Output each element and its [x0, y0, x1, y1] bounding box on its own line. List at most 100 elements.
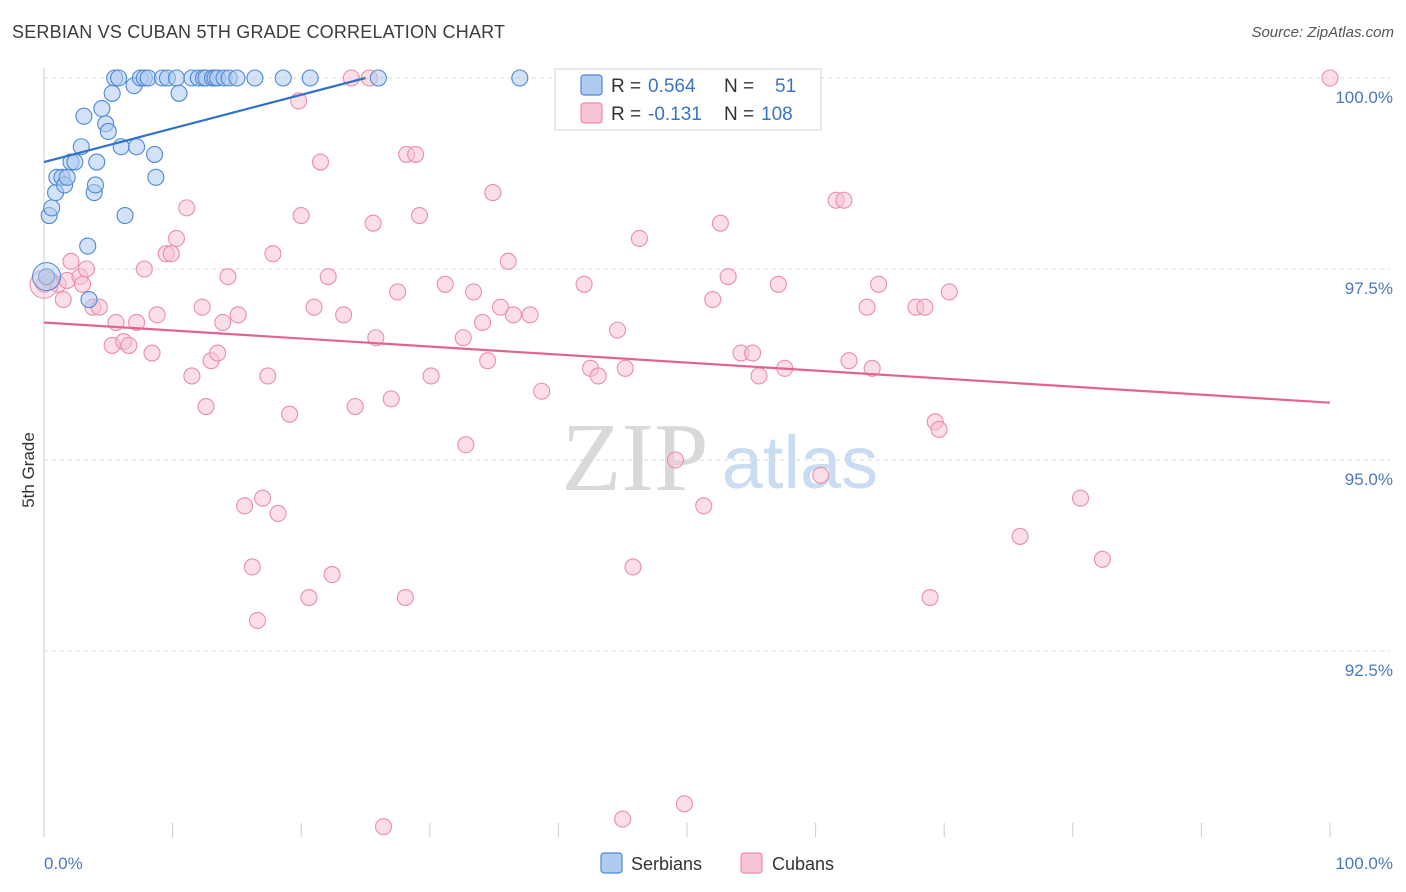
cubans-point — [704, 291, 722, 309]
serbians-n-label: N = — [724, 76, 754, 97]
cubans-point — [120, 336, 138, 354]
serbians-point — [93, 100, 111, 118]
cubans-point — [575, 275, 593, 293]
cubans-point — [264, 245, 282, 263]
cubans-point — [464, 283, 483, 301]
cubans-point — [219, 268, 237, 286]
cubans-point — [389, 283, 407, 301]
cubans-point — [281, 405, 299, 423]
serbians-point — [274, 69, 292, 87]
serbians-point — [369, 69, 387, 87]
serbians-trend-line — [43, 76, 366, 164]
cubans-point — [870, 275, 888, 293]
serbians-n-value: 51 — [775, 76, 796, 97]
cubans-point — [484, 184, 502, 202]
serbians-point — [79, 237, 97, 255]
watermark: ZIP atlas — [562, 404, 879, 512]
cubans-point — [346, 397, 364, 416]
cubans-point — [259, 367, 277, 385]
cubans-point — [479, 352, 497, 370]
serbians-point — [228, 69, 246, 87]
cubans-point — [292, 206, 310, 225]
serbians-point — [116, 206, 134, 225]
cubans-point — [940, 283, 958, 301]
cubans-point — [930, 420, 948, 438]
serbians-point — [128, 138, 146, 156]
watermark-atlas: atlas — [722, 421, 878, 504]
cubans-point — [396, 588, 414, 607]
legend-cubans-label: Cubans — [772, 854, 834, 874]
cubans-swatch — [580, 102, 603, 124]
cubans-point — [183, 367, 201, 385]
cubans-point — [77, 260, 95, 278]
tick-labels: 100.0% 97.5% 95.0% 92.5% 0.0% 100.0% — [44, 88, 1393, 873]
cubans-point — [695, 497, 713, 515]
y-axis-title: 5th Grade — [19, 432, 38, 508]
cubans-point — [214, 313, 232, 332]
serbians-point — [43, 199, 61, 217]
serbians-point — [301, 69, 319, 87]
serbians-point — [58, 168, 76, 186]
cubans-point — [675, 795, 693, 813]
x-tick-label-max: 100.0% — [1335, 854, 1393, 873]
cubans-point — [374, 818, 393, 836]
y-tick-label: 97.5% — [1345, 279, 1393, 298]
axes — [43, 68, 1331, 837]
cubans-point — [178, 199, 196, 217]
chart-title: SERBIAN VS CUBAN 5TH GRADE CORRELATION C… — [12, 22, 506, 42]
cubans-point — [128, 313, 146, 332]
serbians-swatch — [580, 74, 603, 96]
cubans-point — [457, 436, 475, 454]
serbians-point — [99, 122, 117, 141]
serbians-point — [103, 84, 121, 102]
serbians-point — [170, 84, 188, 102]
cubans-point — [719, 268, 737, 286]
cubans-point — [54, 291, 72, 309]
cubans-point — [193, 298, 211, 316]
cubans-point — [1093, 550, 1111, 568]
cubans-point — [916, 298, 934, 316]
y-tick-label: 92.5% — [1345, 661, 1393, 680]
cubans-point — [319, 268, 337, 286]
cubans-point — [367, 329, 385, 347]
cubans-point — [616, 359, 634, 377]
cubans-point — [143, 344, 161, 362]
cubans-point — [269, 504, 287, 523]
cubans-point — [711, 214, 729, 232]
cubans-point — [243, 558, 261, 576]
cubans-r-label: R = — [611, 104, 641, 125]
cubans-point — [624, 558, 642, 576]
serbians-r-value: 0.564 — [648, 76, 696, 97]
cubans-point — [323, 566, 341, 584]
cubans-point — [209, 344, 227, 362]
cubans-point — [769, 275, 787, 293]
cubans-point — [1071, 489, 1090, 507]
stats-legend: R = 0.564 N = 51 R = -0.131 N = 108 — [554, 68, 822, 131]
cubans-trend-line — [43, 321, 1331, 404]
cubans-point — [750, 367, 768, 385]
cubans-point — [197, 397, 215, 416]
cubans-point — [858, 298, 876, 316]
cubans-point — [533, 382, 551, 400]
x-tick-label-min: 0.0% — [44, 854, 83, 873]
cubans-point — [521, 306, 539, 324]
cubans-n-label: N = — [724, 104, 754, 125]
cubans-point — [148, 306, 166, 324]
cubans-r-value: -0.131 — [648, 104, 702, 125]
cubans-point — [167, 229, 186, 247]
legend-serbians-swatch — [600, 852, 623, 874]
serbians-r-label: R = — [611, 76, 641, 97]
cubans-point — [335, 306, 353, 324]
cubans-point — [162, 245, 180, 263]
cubans-point — [254, 489, 272, 507]
cubans-point — [609, 321, 627, 339]
watermark-zip: ZIP — [562, 404, 709, 512]
legend-serbians-label: Serbians — [631, 854, 702, 874]
y-tick-label: 100.0% — [1335, 88, 1393, 107]
serbians-point — [110, 69, 128, 87]
cubans-point — [62, 252, 80, 270]
cubans-point — [840, 352, 858, 370]
cubans-point — [630, 229, 648, 247]
cubans-point — [436, 275, 454, 293]
